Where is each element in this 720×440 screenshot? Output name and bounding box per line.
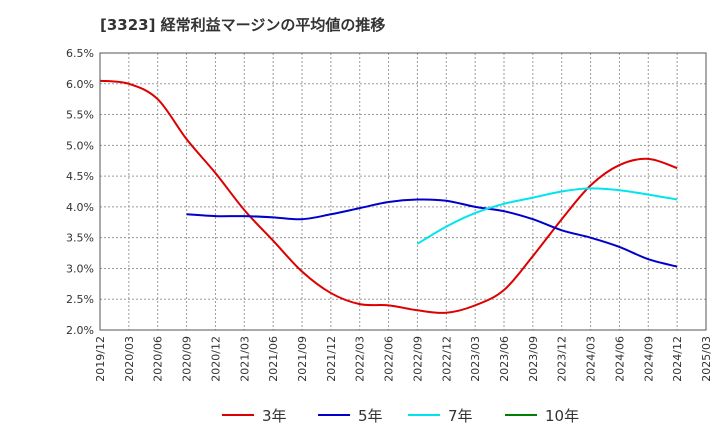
grid [99,52,707,331]
legend-label: 10年 [545,406,580,425]
x-tick-label: 2020/06 [152,336,165,382]
y-tick-label: 5.5% [66,109,94,122]
x-tick-label: 2021/03 [238,336,251,382]
x-tick-label: 2023/09 [527,336,540,382]
legend-item: 7年 [408,402,473,428]
legend-item: 5年 [318,402,383,428]
legend-swatch [408,414,440,416]
legend-label: 5年 [358,406,383,425]
y-tick-label: 4.0% [66,201,94,214]
x-tick-label: 2023/03 [469,336,482,382]
x-tick-label: 2024/09 [642,336,655,382]
y-tick-label: 6.5% [66,47,94,60]
x-tick-label: 2020/09 [181,336,194,382]
x-tick-label: 2021/12 [325,336,338,382]
legend-swatch [505,414,537,416]
x-tick-label: 2024/12 [671,336,684,382]
legend-label: 7年 [448,406,473,425]
x-tick-label: 2025/03 [700,336,713,382]
x-tick-label: 2021/06 [267,336,280,382]
legend: 3年 5年 7年 10年 [0,402,720,428]
series-line-2 [186,198,678,268]
x-tick-label: 2020/12 [209,336,222,382]
legend-item: 10年 [505,402,579,428]
series-lines [99,79,678,314]
legend-swatch [318,414,350,416]
x-tick-label: 2024/03 [585,336,598,382]
y-tick-label: 2.5% [66,293,94,306]
x-tick-label: 2022/03 [354,336,367,382]
plot-frame [99,52,707,331]
y-tick-label: 2.0% [66,324,94,337]
y-tick-label: 6.0% [66,78,94,91]
x-tick-label: 2023/06 [498,336,511,382]
y-tick-label: 4.5% [66,170,94,183]
x-axis: 2019/12 2020/03 2020/06 2020/09 2020/12 2021/… [94,336,713,382]
series-line-1 [99,79,678,314]
x-tick-label: 2023/12 [556,336,569,382]
x-tick-label: 2024/06 [613,336,626,382]
x-tick-label: 2022/09 [411,336,424,382]
x-tick-label: 2019/12 [94,336,107,382]
y-axis: 6.5% 6.0% 5.5% 5.0% 4.5% 4.0% 3.5% 3.0% 2.5% 2.0% [66,47,94,337]
chart-title: [3323] 経常利益マージンの平均値の推移 [100,16,386,34]
x-tick-label: 2021/09 [296,336,309,382]
x-tick-label: 2022/12 [440,336,453,382]
legend-item: 3年 [222,402,287,428]
x-tick-label: 2022/06 [383,336,396,382]
y-tick-label: 3.0% [66,262,94,275]
y-tick-label: 3.5% [66,232,94,245]
legend-label: 3年 [262,406,287,425]
series-line-3 [416,187,678,245]
legend-swatch [222,414,254,416]
y-tick-label: 5.0% [66,139,94,152]
x-tick-label: 2020/03 [123,336,136,382]
